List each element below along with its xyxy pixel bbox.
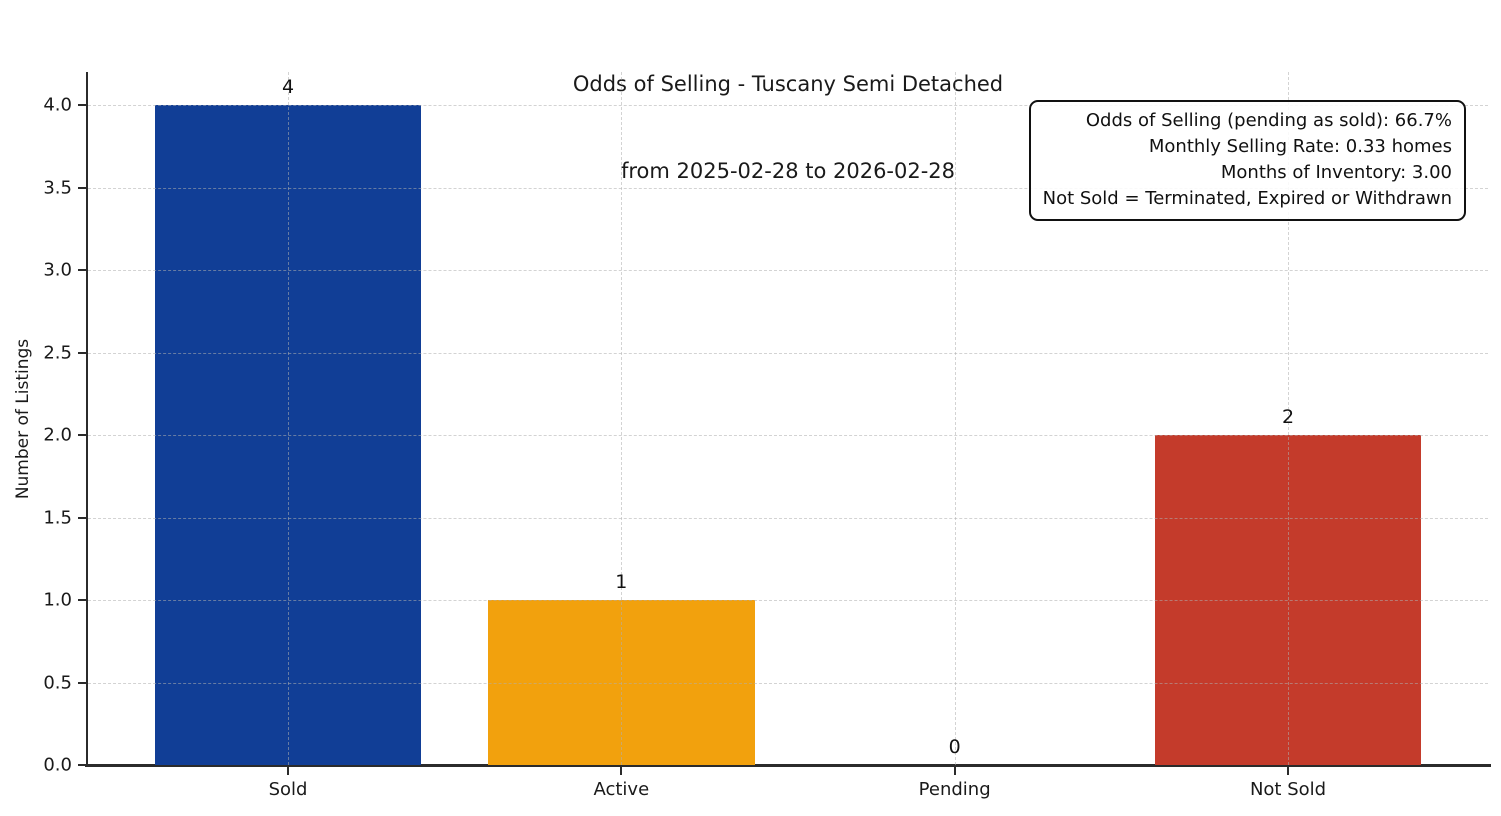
bar-value-label-not-sold: 2 (1281, 406, 1295, 428)
gridline-h-2.0 (88, 435, 1488, 436)
gridline-v-not-sold (1288, 72, 1289, 765)
gridline-h-3.0 (88, 270, 1488, 271)
y-tick-mark-1.0 (78, 599, 86, 601)
bar-value-label-pending: 0 (948, 736, 961, 758)
chart-title-line2: from 2025-02-28 to 2026-02-28 (620, 159, 956, 183)
bar-value-label-sold: 4 (281, 76, 295, 98)
y-tick-label-4.0: 4.0 (43, 94, 72, 116)
stat-odds-of-selling: Odds of Selling (pending as sold): 66.7% (1085, 110, 1452, 131)
y-tick-label-0.5: 0.5 (43, 672, 72, 693)
y-tick-mark-3.0 (78, 269, 86, 271)
y-tick-label-2.5: 2.5 (43, 342, 72, 363)
y-tick-mark-3.5 (78, 186, 86, 189)
y-tick-label-1.0: 1.0 (43, 589, 72, 611)
bar-value-label-active: 1 (615, 571, 628, 593)
y-tick-label-0.0: 0.0 (43, 754, 72, 776)
gridline-h-2.5 (88, 352, 1488, 354)
y-tick-label-3.5: 3.5 (43, 177, 72, 198)
x-tick-label-pending: Pending (918, 779, 991, 800)
stat-months-of-inventory: Months of Inventory: 3.00 (1220, 162, 1452, 183)
stat-not-sold-definition: Not Sold = Terminated, Expired or Withdr… (1042, 188, 1452, 209)
x-tick-label-sold: Sold (268, 779, 308, 800)
y-tick-mark-0.0 (78, 764, 86, 766)
x-tick-mark-sold (287, 767, 289, 775)
y-tick-label-3.0: 3.0 (43, 259, 72, 281)
gridline-v-active (621, 72, 623, 765)
x-tick-label-active: Active (593, 779, 650, 800)
gridline-h-0.5 (88, 682, 1488, 684)
y-axis-label-wrap: Number of Listings (0, 72, 46, 765)
gridline-h-3.5 (88, 187, 1488, 189)
x-tick-mark-pending (953, 767, 956, 775)
y-tick-mark-2.0 (78, 434, 86, 436)
gridline-v-sold (288, 72, 289, 765)
stat-monthly-selling-rate: Monthly Selling Rate: 0.33 homes (1148, 136, 1452, 157)
gridline-v-pending (954, 72, 956, 765)
y-tick-mark-0.5 (78, 681, 86, 684)
x-tick-mark-not-sold (1287, 767, 1289, 775)
chart-title-line1: Odds of Selling - Tuscany Semi Detached (572, 72, 1004, 96)
y-tick-mark-4.0 (78, 104, 86, 106)
y-tick-label-1.5: 1.5 (43, 507, 72, 528)
x-tick-mark-active (620, 767, 623, 775)
chart-title: Odds of Selling - Tuscany Semi Detached … (88, 12, 1488, 244)
gridline-h-1.5 (88, 517, 1488, 519)
x-axis-spine (85, 764, 1491, 767)
x-tick-label-not-sold: Not Sold (1249, 779, 1327, 800)
y-tick-label-2.0: 2.0 (43, 424, 72, 446)
gridline-h-1.0 (88, 600, 1488, 601)
y-tick-mark-1.5 (78, 516, 86, 519)
stats-annotation-box: Odds of Selling (pending as sold): 66.7%… (1028, 100, 1466, 221)
y-tick-mark-2.5 (78, 351, 86, 354)
y-axis-spine (86, 72, 88, 767)
gridline-h-4.0 (88, 105, 1488, 106)
plot-area: 0.0 0.5 1.0 1.5 2.0 2.5 3.0 3.5 4.0 4 Sold 1 Active 0… (43, 72, 1491, 800)
